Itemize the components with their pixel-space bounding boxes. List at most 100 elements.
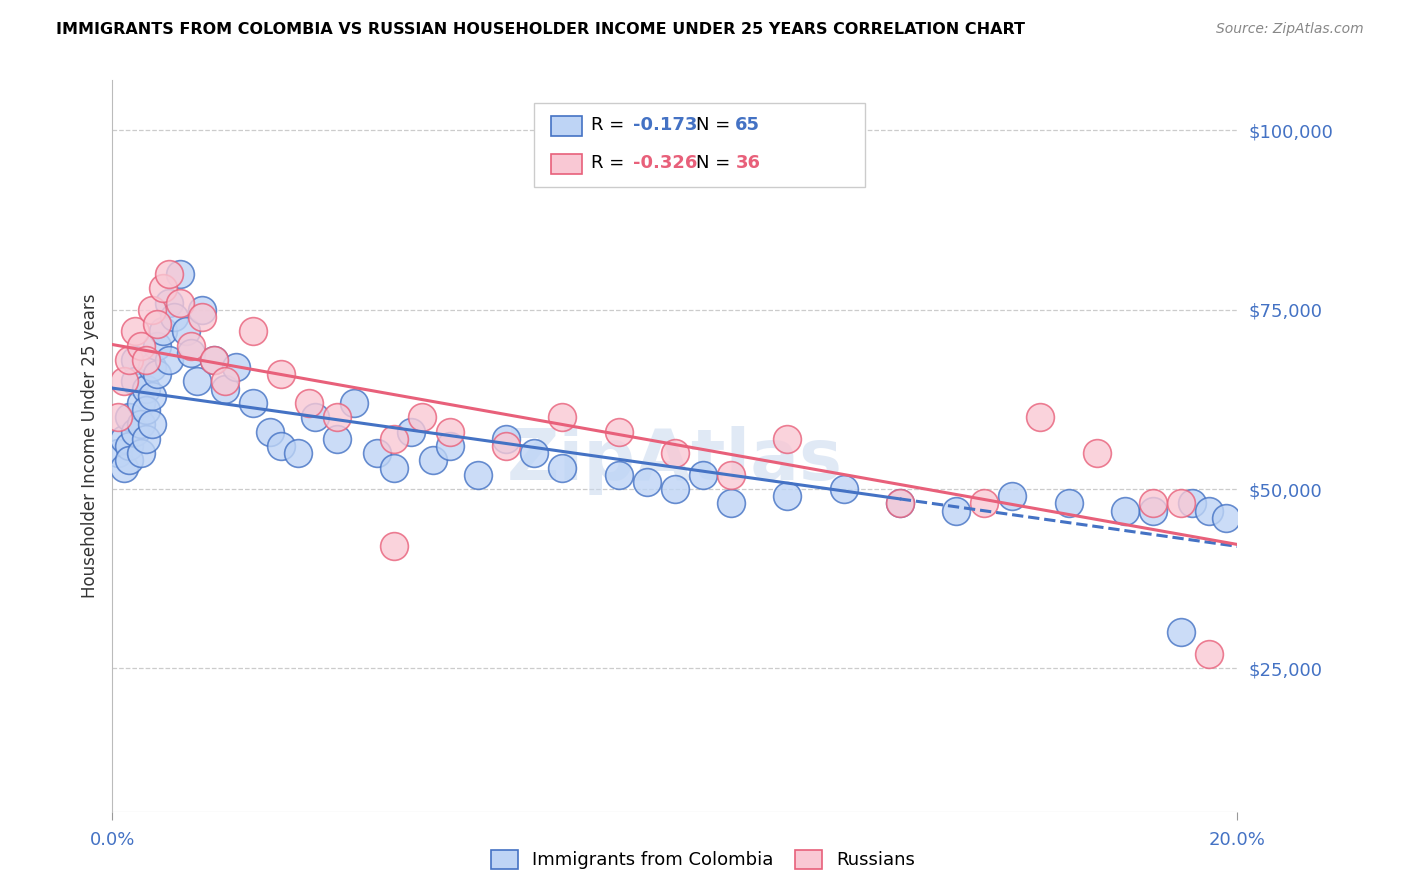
Point bbox=[298, 396, 321, 410]
Point bbox=[118, 439, 141, 453]
Point bbox=[180, 345, 202, 359]
Point bbox=[129, 338, 152, 352]
Point bbox=[124, 425, 146, 439]
Point bbox=[973, 496, 995, 510]
Point bbox=[664, 446, 686, 460]
Text: 36: 36 bbox=[735, 154, 761, 172]
Point bbox=[551, 410, 574, 425]
Point bbox=[174, 324, 197, 338]
Point bbox=[664, 482, 686, 496]
Point bbox=[1170, 496, 1192, 510]
Point bbox=[141, 302, 163, 317]
Point bbox=[399, 425, 422, 439]
Point bbox=[1181, 496, 1204, 510]
Point bbox=[326, 432, 349, 446]
Point bbox=[112, 432, 135, 446]
Point bbox=[124, 375, 146, 389]
Point bbox=[326, 410, 349, 425]
Point bbox=[124, 324, 146, 338]
Point bbox=[152, 324, 174, 338]
Point bbox=[259, 425, 281, 439]
Text: 65: 65 bbox=[735, 116, 761, 134]
Point bbox=[141, 360, 163, 375]
Point bbox=[135, 353, 157, 368]
Point bbox=[202, 353, 225, 368]
Point bbox=[889, 496, 911, 510]
Point bbox=[135, 382, 157, 396]
Point bbox=[1198, 647, 1220, 661]
Point bbox=[180, 338, 202, 352]
Text: N =: N = bbox=[696, 154, 735, 172]
Text: N =: N = bbox=[696, 116, 735, 134]
Point bbox=[107, 410, 129, 425]
Text: -0.173: -0.173 bbox=[633, 116, 697, 134]
Point bbox=[214, 382, 236, 396]
Point bbox=[129, 446, 152, 460]
Point bbox=[382, 460, 405, 475]
Point bbox=[141, 389, 163, 403]
Point bbox=[304, 410, 326, 425]
Point bbox=[191, 302, 214, 317]
Point bbox=[945, 503, 967, 517]
Point bbox=[129, 396, 152, 410]
Point bbox=[146, 317, 169, 331]
Point bbox=[163, 310, 186, 324]
Point bbox=[135, 403, 157, 417]
Text: ZipAtlas: ZipAtlas bbox=[508, 426, 842, 495]
Point bbox=[495, 439, 517, 453]
Point bbox=[141, 417, 163, 432]
Point bbox=[186, 375, 208, 389]
Point bbox=[270, 439, 292, 453]
Point bbox=[607, 425, 630, 439]
Legend: Immigrants from Colombia, Russians: Immigrants from Colombia, Russians bbox=[481, 841, 925, 879]
Point bbox=[157, 295, 180, 310]
Point bbox=[776, 432, 799, 446]
Point bbox=[1142, 496, 1164, 510]
Point bbox=[191, 310, 214, 324]
Point bbox=[129, 417, 152, 432]
Point bbox=[242, 396, 264, 410]
Point bbox=[1029, 410, 1052, 425]
Point bbox=[551, 460, 574, 475]
Point bbox=[169, 295, 191, 310]
Point bbox=[202, 353, 225, 368]
Point bbox=[135, 432, 157, 446]
Point bbox=[692, 467, 714, 482]
Point bbox=[1057, 496, 1080, 510]
Point bbox=[124, 353, 146, 368]
Point bbox=[776, 489, 799, 503]
Point bbox=[270, 368, 292, 382]
Point bbox=[636, 475, 658, 489]
Point bbox=[152, 281, 174, 295]
Point bbox=[467, 467, 489, 482]
Point bbox=[832, 482, 855, 496]
Point bbox=[422, 453, 444, 467]
Point bbox=[214, 375, 236, 389]
Point bbox=[366, 446, 388, 460]
Text: Source: ZipAtlas.com: Source: ZipAtlas.com bbox=[1216, 22, 1364, 37]
Point bbox=[287, 446, 309, 460]
Point bbox=[439, 425, 461, 439]
Point bbox=[1215, 510, 1237, 524]
Point bbox=[343, 396, 366, 410]
Point bbox=[607, 467, 630, 482]
Point bbox=[242, 324, 264, 338]
Point bbox=[382, 432, 405, 446]
Point bbox=[1198, 503, 1220, 517]
Point bbox=[720, 467, 742, 482]
Point bbox=[523, 446, 546, 460]
Point bbox=[889, 496, 911, 510]
Point bbox=[118, 353, 141, 368]
Point bbox=[1085, 446, 1108, 460]
Point bbox=[157, 353, 180, 368]
Point bbox=[118, 453, 141, 467]
Point bbox=[495, 432, 517, 446]
Point bbox=[1142, 503, 1164, 517]
Point bbox=[225, 360, 247, 375]
Point bbox=[157, 267, 180, 281]
Point bbox=[169, 267, 191, 281]
Text: R =: R = bbox=[591, 154, 630, 172]
Text: -0.326: -0.326 bbox=[633, 154, 697, 172]
Point bbox=[118, 410, 141, 425]
Point bbox=[107, 446, 129, 460]
